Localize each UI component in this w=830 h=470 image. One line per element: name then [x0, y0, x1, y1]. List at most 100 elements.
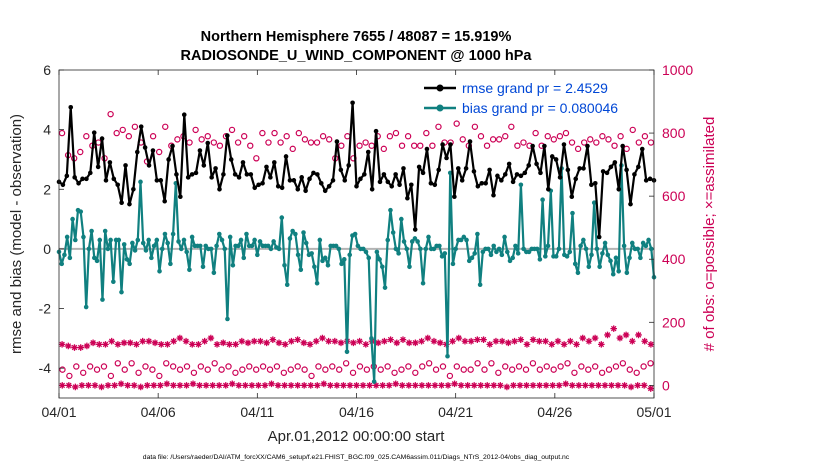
obs-possible-marker — [259, 363, 267, 370]
bias-point — [279, 215, 285, 220]
rmse-point — [628, 201, 633, 207]
bias-point — [265, 243, 271, 249]
rmse-point — [612, 160, 618, 165]
obs-assimilated-marker — [130, 382, 138, 389]
obs-assimilated-marker — [114, 341, 122, 348]
rmse-point — [518, 173, 524, 179]
obs-possible-marker — [580, 139, 588, 146]
bias-point — [287, 236, 293, 241]
obs-assimilated-marker — [300, 382, 308, 389]
bias-point — [157, 268, 162, 274]
obs-assimilated-marker — [120, 339, 128, 347]
obs-assimilated-marker — [226, 341, 233, 348]
bias-point — [415, 239, 420, 244]
obs-assimilated-marker — [385, 382, 393, 389]
obs-assimilated-marker — [529, 336, 537, 343]
rmse-point — [471, 169, 477, 174]
rmse-point — [381, 172, 387, 177]
bias-point — [97, 237, 103, 243]
obs-assimilated-marker — [461, 337, 469, 345]
obs-assimilated-marker — [573, 341, 580, 348]
obs-possible-marker — [467, 366, 474, 373]
y-left-tick-label: 4 — [43, 122, 51, 138]
obs-possible-marker — [259, 129, 266, 137]
obs-assimilated-marker — [201, 337, 208, 345]
obs-possible-marker — [240, 133, 248, 140]
rmse-point — [647, 176, 653, 182]
obs-assimilated-marker — [248, 382, 256, 389]
rmse-point — [170, 143, 175, 149]
obs-assimilated-marker — [235, 382, 243, 389]
rmse-point — [181, 112, 187, 118]
obs-possible-marker — [612, 363, 620, 370]
bias-point — [507, 258, 513, 264]
obs-possible-marker — [568, 139, 576, 146]
obs-assimilated-marker — [492, 337, 500, 345]
obs-possible-marker — [495, 369, 502, 376]
rmse-point — [397, 182, 402, 188]
obs-possible-marker — [423, 129, 430, 137]
obs-assimilated-marker — [480, 336, 487, 343]
obs-assimilated-marker — [529, 382, 537, 389]
bias-point — [352, 231, 358, 237]
obs-possible-marker — [183, 363, 191, 370]
obs-possible-marker — [435, 123, 442, 130]
obs-assimilated-marker — [486, 341, 494, 348]
rmse-point — [217, 186, 222, 192]
obs-assimilated-marker — [157, 341, 165, 348]
bias-point — [130, 240, 135, 246]
obs-possible-marker — [80, 369, 87, 376]
bias-point — [70, 216, 75, 222]
bias-point — [341, 257, 347, 262]
obs-assimilated-marker — [372, 382, 380, 389]
rmse-point — [455, 166, 461, 171]
rmse-point — [346, 163, 351, 168]
rmse-point — [393, 172, 398, 177]
obs-assimilated-marker — [164, 341, 171, 348]
obs-assimilated-marker — [337, 339, 345, 347]
obs-assimilated-marker — [483, 382, 491, 389]
obs-assimilated-marker — [595, 382, 602, 389]
obs-possible-marker — [453, 363, 461, 370]
obs-assimilated-marker — [65, 382, 73, 389]
bias-point — [488, 252, 494, 258]
obs-possible-marker — [149, 133, 157, 140]
obs-assimilated-marker — [139, 337, 146, 345]
obs-assimilated-marker — [196, 382, 203, 389]
obs-assimilated-marker — [616, 334, 624, 342]
bias-point — [480, 249, 486, 255]
rmse-point — [475, 183, 481, 189]
obs-possible-marker — [626, 366, 633, 373]
rmse-point — [432, 182, 438, 188]
bias-point — [301, 230, 306, 235]
rmse-point — [358, 176, 363, 182]
bias-point — [409, 239, 415, 244]
obs-assimilated-marker — [275, 339, 283, 347]
obs-assimilated-marker — [641, 337, 649, 345]
obs-possible-marker — [405, 363, 412, 370]
obs-assimilated-marker — [188, 341, 196, 348]
obs-assimilated-marker — [523, 382, 530, 389]
obs-possible-marker — [591, 363, 599, 370]
rmse-point — [162, 198, 167, 204]
rmse-point — [479, 181, 485, 186]
y-right-tick-label: 200 — [662, 314, 686, 330]
obs-possible-marker — [301, 366, 308, 373]
obs-assimilated-marker — [430, 337, 438, 345]
obs-possible-marker — [404, 133, 412, 140]
bias-point — [600, 251, 605, 256]
x-tick-label: 04/16 — [339, 404, 374, 420]
bias-point — [62, 252, 67, 258]
obs-possible-marker — [83, 133, 90, 140]
obs-assimilated-marker — [325, 337, 332, 345]
bias-point — [176, 239, 181, 244]
rmse-point — [522, 170, 528, 176]
obs-possible-marker — [277, 139, 284, 146]
rmse-point — [318, 181, 324, 186]
bias-point — [111, 279, 116, 285]
bias-point — [553, 254, 559, 259]
rmse-point — [115, 182, 121, 188]
bias-point — [390, 230, 396, 235]
rmse-point — [608, 164, 614, 170]
rmse-point — [138, 124, 144, 129]
